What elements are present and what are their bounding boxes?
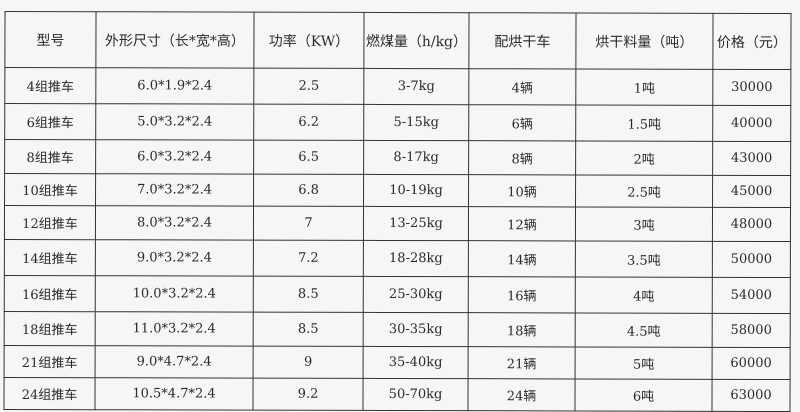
cell-power: 8.5 xyxy=(253,276,364,313)
cell-price: 63000 xyxy=(711,379,791,412)
cell-drying-carts: 4辆 xyxy=(468,68,576,105)
header-power: 功率（KW） xyxy=(253,12,365,69)
cell-dimensions: 8.0*3.2*2.4 xyxy=(95,205,254,241)
cell-price: 43000 xyxy=(712,141,791,176)
cell-drying-carts: 14辆 xyxy=(468,240,576,277)
cell-power: 6.2 xyxy=(253,104,364,141)
cell-model: 10组推车 xyxy=(4,173,96,206)
cell-drying-carts: 18辆 xyxy=(468,312,576,347)
cell-price: 50000 xyxy=(712,241,791,278)
cell-drying-carts: 21辆 xyxy=(468,346,576,379)
cell-price: 60000 xyxy=(712,347,791,380)
cell-dimensions: 6.0*3.2*2.4 xyxy=(95,139,254,175)
price-table: 型号 外形尺寸（长*宽*高） 功率（KW） 燃煤量（h/kg） 配烘干车 烘干料量（吨）价… xyxy=(3,11,792,412)
cell-drying-carts: 10辆 xyxy=(468,174,576,207)
cell-drying-capacity: 2.5吨 xyxy=(575,174,713,208)
cell-price: 45000 xyxy=(712,175,791,208)
table-row: 6组推车 5.0*3.2*2.4 6.2 5-15kg 6辆 1.5吨 40000 xyxy=(4,103,791,142)
cell-coal-consumption: 50-70kg xyxy=(362,378,469,411)
table-row: 21组推车 9.0*4.7*2.4 9 35-40kg 21辆 5吨 60000 xyxy=(4,345,791,380)
table-row: 18组推车 11.0*3.2*2.4 8.5 30-35kg 18辆 4.5吨 58000 xyxy=(4,311,791,348)
cell-drying-capacity: 1吨 xyxy=(575,68,713,106)
cell-dimensions: 9.0*4.7*2.4 xyxy=(95,345,254,379)
cell-model: 12组推车 xyxy=(4,205,96,240)
table-row: 24组推车 10.5*4.7*2.4 9.2 50-70kg 24辆 6吨 63000 xyxy=(3,377,791,412)
cell-price: 54000 xyxy=(712,277,791,314)
cell-dimensions: 5.0*3.2*2.4 xyxy=(95,103,254,141)
cell-power: 8.5 xyxy=(253,312,364,347)
header-row: 型号 外形尺寸（长*宽*高） 功率（KW） 燃煤量（h/kg） 配烘干车 烘干料量（吨）价… xyxy=(4,11,792,70)
cell-model: 24组推车 xyxy=(3,377,96,410)
cell-coal-consumption: 18-28kg xyxy=(363,240,469,277)
header-drying-capacity: 烘干料量（吨） xyxy=(575,12,714,70)
cell-model: 6组推车 xyxy=(4,103,96,140)
header-drying-carts: 配烘干车 xyxy=(468,12,577,69)
table-row: 16组推车 10.0*3.2*2.4 8.5 25-30kg 16辆 4吨 54000 xyxy=(4,275,791,314)
cell-drying-capacity: 3吨 xyxy=(575,206,713,242)
table-row: 10组推车 7.0*3.2*2.4 6.8 10-19kg 10辆 2.5吨 45000 xyxy=(4,173,791,208)
cell-drying-carts: 8辆 xyxy=(468,140,576,175)
cell-coal-consumption: 8-17kg xyxy=(363,140,469,175)
header-model: 型号 xyxy=(4,11,97,68)
header-coal-consumption: 燃煤量（h/kg） xyxy=(363,12,470,69)
cell-dimensions: 11.0*3.2*2.4 xyxy=(95,311,254,347)
cell-power: 6.5 xyxy=(253,140,364,175)
cell-drying-capacity: 6吨 xyxy=(574,378,713,412)
cell-coal-consumption: 13-25kg xyxy=(363,206,469,241)
cell-model: 8组推车 xyxy=(4,139,96,174)
cell-drying-carts: 16辆 xyxy=(468,276,576,313)
header-dimensions: 外形尺寸（长*宽*高） xyxy=(95,11,255,69)
cell-power: 7.2 xyxy=(253,240,364,277)
cell-power: 9 xyxy=(253,346,364,379)
cell-power: 9.2 xyxy=(252,378,364,411)
table-row: 12组推车 8.0*3.2*2.4 7 13-25kg 12辆 3吨 48000 xyxy=(4,205,791,242)
cell-drying-capacity: 4吨 xyxy=(575,276,713,314)
cell-model: 16组推车 xyxy=(4,275,96,312)
cell-drying-capacity: 1.5吨 xyxy=(575,104,713,142)
cell-dimensions: 10.5*4.7*2.4 xyxy=(94,377,254,411)
header-price: 价格（元） xyxy=(712,13,792,70)
cell-coal-consumption: 3-7kg xyxy=(363,68,469,105)
cell-coal-consumption: 10-19kg xyxy=(363,174,469,207)
cell-drying-carts: 6辆 xyxy=(468,104,576,141)
cell-coal-consumption: 5-15kg xyxy=(363,104,469,141)
cell-dimensions: 7.0*3.2*2.4 xyxy=(95,173,254,207)
cell-price: 48000 xyxy=(712,207,791,242)
cell-drying-carts: 12辆 xyxy=(468,206,576,241)
cell-coal-consumption: 35-40kg xyxy=(363,346,469,379)
cell-power: 7 xyxy=(253,206,364,241)
table-row: 14组推车 9.0*3.2*2.4 7.2 18-28kg 14辆 3.5吨 50000 xyxy=(4,239,791,278)
cell-drying-carts: 24辆 xyxy=(467,378,576,411)
cell-model: 21组推车 xyxy=(4,345,96,378)
cell-drying-capacity: 4.5吨 xyxy=(575,312,713,348)
cell-price: 40000 xyxy=(712,105,791,142)
cell-model: 14组推车 xyxy=(4,239,96,276)
cell-dimensions: 9.0*3.2*2.4 xyxy=(95,239,254,277)
cell-coal-consumption: 25-30kg xyxy=(363,276,469,313)
cell-power: 6.8 xyxy=(253,174,364,207)
table-row: 4组推车 6.0*1.9*2.4 2.5 3-7kg 4辆 1吨 30000 xyxy=(4,67,791,106)
cell-drying-capacity: 2吨 xyxy=(575,140,713,176)
cell-model: 4组推车 xyxy=(4,67,96,104)
cell-price: 30000 xyxy=(712,69,791,106)
cell-dimensions: 6.0*1.9*2.4 xyxy=(95,67,254,105)
cell-dimensions: 10.0*3.2*2.4 xyxy=(95,275,254,313)
cell-drying-capacity: 3.5吨 xyxy=(575,240,713,278)
cell-coal-consumption: 30-35kg xyxy=(363,312,469,347)
cell-drying-capacity: 5吨 xyxy=(575,346,713,380)
cell-power: 2.5 xyxy=(253,68,364,105)
table-row: 8组推车 6.0*3.2*2.4 6.5 8-17kg 8辆 2吨 43000 xyxy=(4,139,791,176)
cell-model: 18组推车 xyxy=(4,311,96,346)
cell-price: 58000 xyxy=(712,313,791,348)
